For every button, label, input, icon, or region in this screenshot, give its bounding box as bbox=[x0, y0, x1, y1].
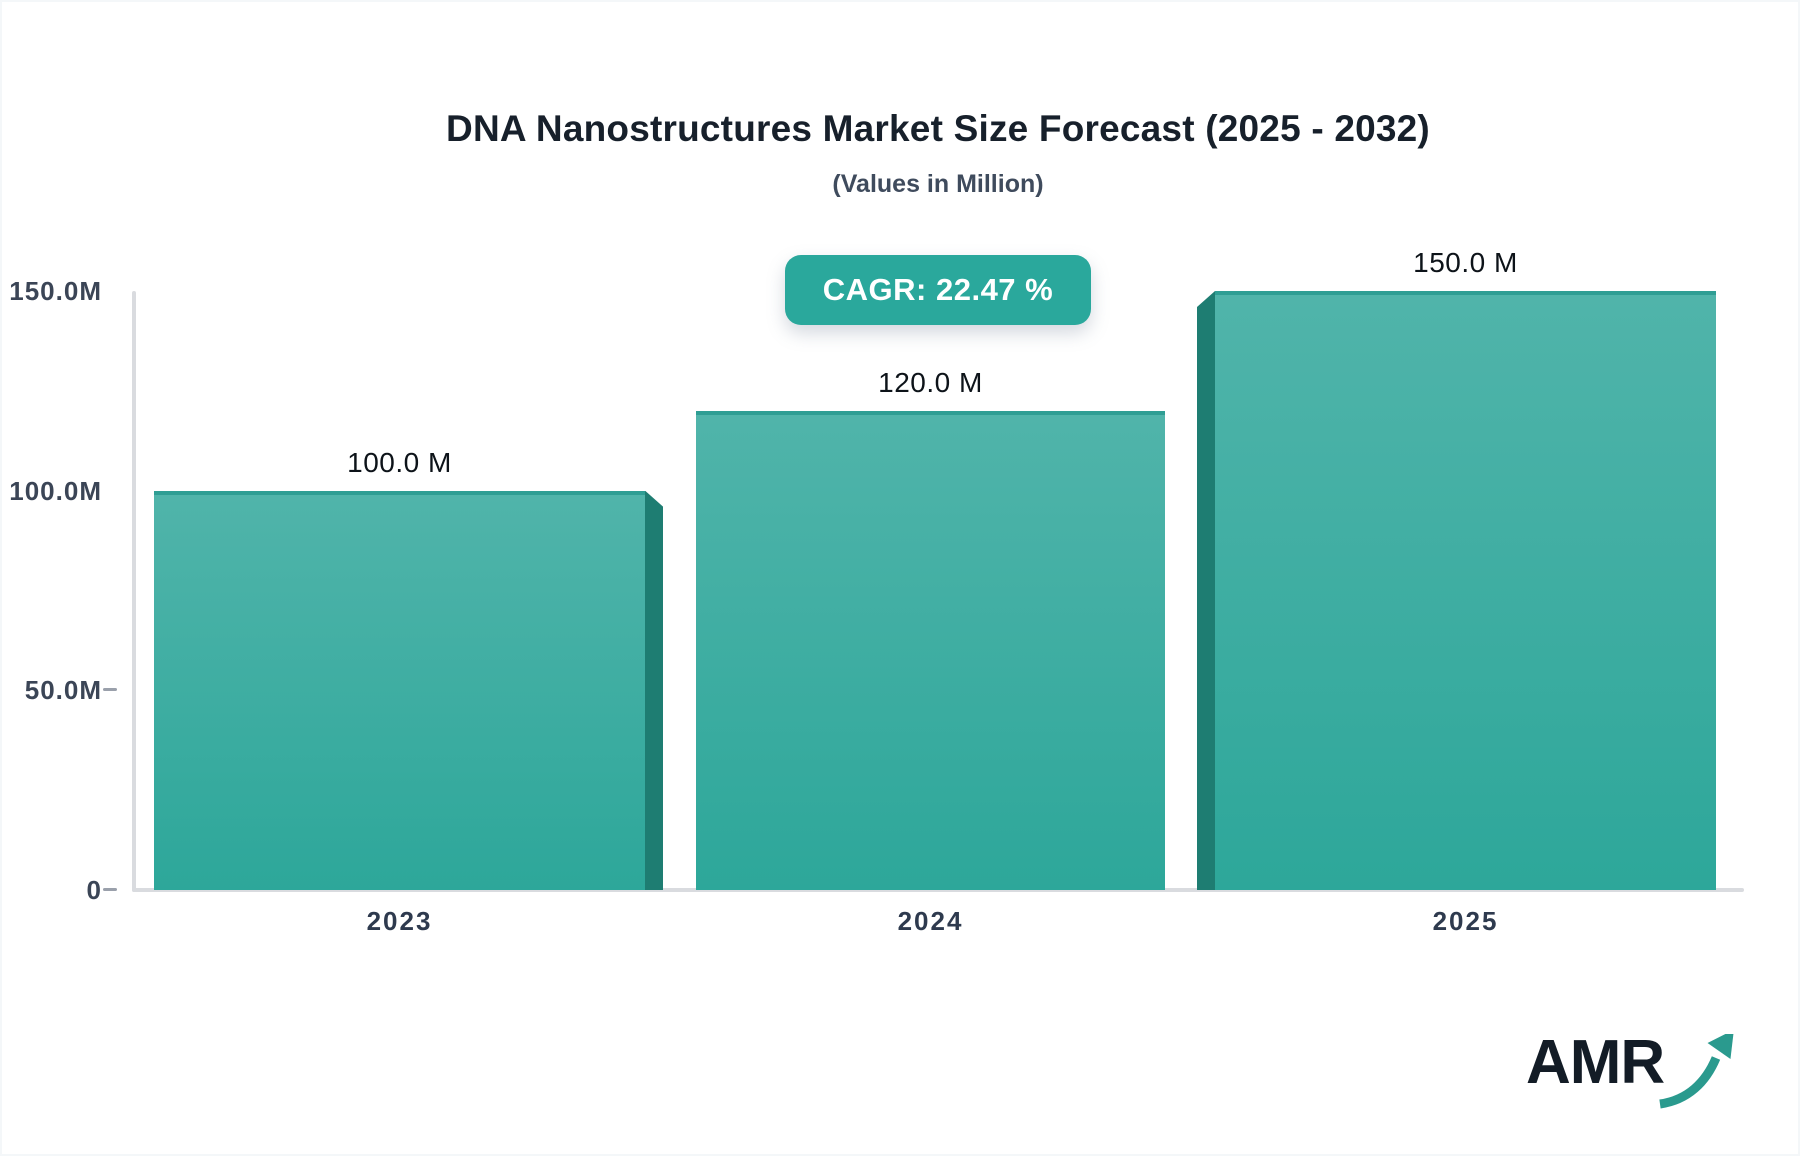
cagr-badge-band: CAGR: 22.47 % bbox=[134, 255, 1742, 325]
x-axis-label-2025: 2025 bbox=[1432, 906, 1499, 936]
y-axis-line bbox=[132, 291, 136, 892]
chart-subtitle: (Values in Million) bbox=[832, 170, 1044, 198]
y-tick-dash bbox=[103, 688, 117, 692]
y-tick-label-0: 0 bbox=[86, 875, 102, 905]
y-tick-label-150.0M: 150.0M bbox=[9, 276, 102, 306]
y-tick-label-50.0M: 50.0M bbox=[24, 675, 102, 706]
bar-2025-side-panel bbox=[1197, 291, 1215, 890]
chart-title: DNA Nanostructures Market Size Forecast … bbox=[446, 108, 1430, 149]
amr-logo-text: AMR bbox=[1526, 1028, 1665, 1097]
x-axis-line bbox=[132, 888, 1744, 892]
y-tick-dash bbox=[103, 888, 117, 891]
bar-2023 bbox=[154, 490, 645, 890]
cagr-badge: CAGR: 22.47 % bbox=[784, 255, 1092, 325]
x-axis-label-2023: 2023 bbox=[366, 906, 433, 936]
bar-2025 bbox=[1215, 291, 1716, 890]
bar-2023-side-panel bbox=[645, 490, 663, 890]
bar-value-label-2025: 150.0 M bbox=[1413, 247, 1518, 278]
bar-value-label-2024: 120.0 M bbox=[878, 366, 983, 398]
growth-arrow-icon bbox=[1659, 1034, 1735, 1109]
bar-value-label-2023: 100.0 M bbox=[347, 446, 452, 478]
x-axis-label-2024: 2024 bbox=[897, 906, 964, 936]
bar-2024 bbox=[696, 410, 1165, 890]
y-tick-label-100.0M: 100.0M bbox=[9, 475, 102, 506]
amr-logo: AMR bbox=[1526, 1032, 1748, 1114]
